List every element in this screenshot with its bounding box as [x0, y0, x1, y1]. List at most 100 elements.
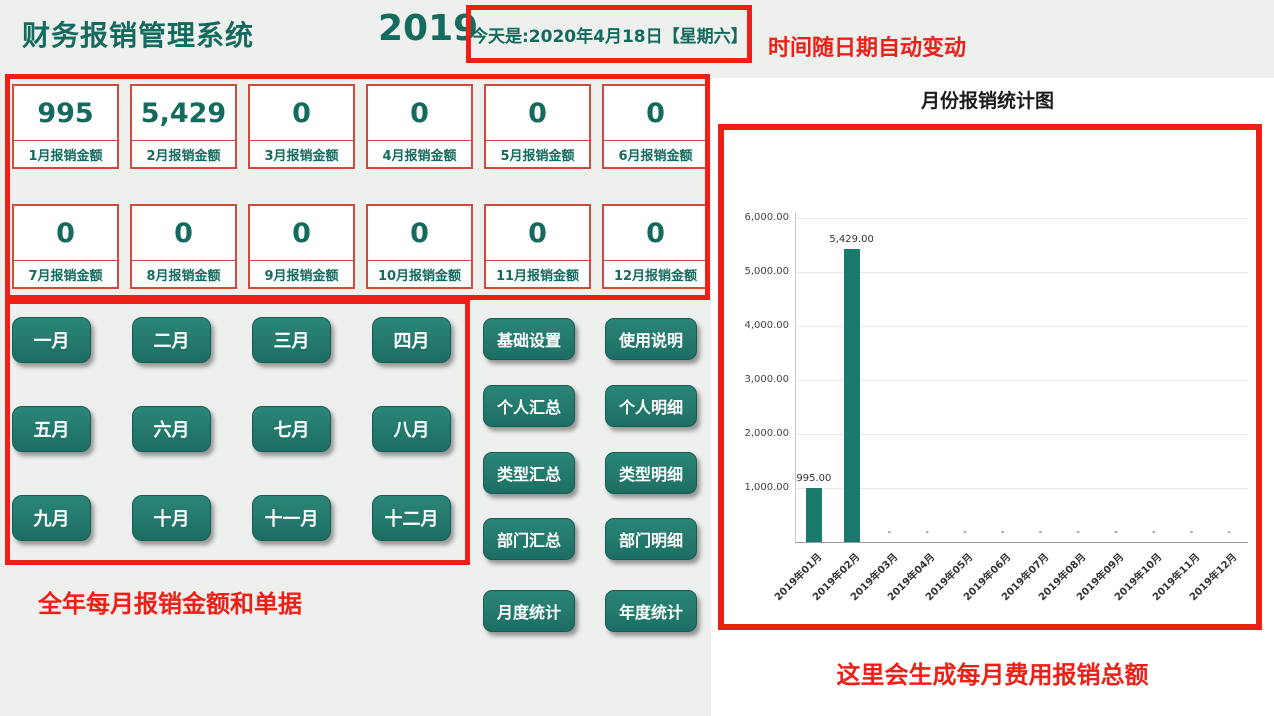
- app-title: 财务报销管理系统: [22, 19, 255, 52]
- stat-label: 5月报销金额: [500, 148, 575, 164]
- stat-card-divider: [14, 140, 117, 141]
- type-detail-button[interactable]: 类型明细: [605, 452, 697, 494]
- stat-value: 5,429: [140, 97, 227, 129]
- chart-panel: 月份报销统计图 1,000.00 2,000.00 3,000.00 4,000.00…: [711, 78, 1274, 716]
- month-button-jan[interactable]: 一月: [12, 317, 91, 363]
- bar-value-label: 995.00: [796, 473, 832, 485]
- stat-value: 0: [410, 97, 429, 129]
- department-detail-button[interactable]: 部门明细: [605, 518, 697, 560]
- stat-value: 0: [410, 217, 429, 249]
- stat-label: 9月报销金额: [264, 268, 339, 284]
- stat-card-divider: [486, 140, 589, 141]
- stat-value: 0: [292, 97, 311, 129]
- stat-card-month-12: 0 12月报销金额: [602, 204, 709, 289]
- bar-value-label: -: [1189, 527, 1194, 538]
- stat-card-month-2: 5,429 2月报销金额: [130, 84, 237, 169]
- current-date-text: 今天是:2020年4月18日【星期六】: [471, 26, 748, 47]
- stat-label: 8月报销金额: [146, 268, 221, 284]
- stat-card-divider: [604, 260, 707, 261]
- month-button-feb[interactable]: 二月: [132, 317, 211, 363]
- department-summary-button[interactable]: 部门汇总: [483, 518, 575, 560]
- annual-statistics-button[interactable]: 年度统计: [605, 590, 697, 632]
- stat-value: 0: [646, 217, 665, 249]
- stat-card-month-10: 0 10月报销金额: [366, 204, 473, 289]
- month-button-nov[interactable]: 十一月: [252, 495, 331, 541]
- month-button-jul[interactable]: 七月: [252, 406, 331, 452]
- stat-label: 1月报销金额: [28, 148, 103, 164]
- month-button-aug[interactable]: 八月: [372, 406, 451, 452]
- stat-card-month-8: 0 8月报销金额: [130, 204, 237, 289]
- usage-instructions-button[interactable]: 使用说明: [605, 318, 697, 360]
- date-annotation-note: 时间随日期自动变动: [768, 36, 967, 61]
- stat-card-divider: [486, 260, 589, 261]
- bar-value-label: -: [1227, 527, 1231, 538]
- bar-value-label: -: [1151, 527, 1156, 538]
- stat-value: 0: [528, 217, 547, 249]
- monthly-reimbursement-bar-chart: 1,000.00 2,000.00 3,000.00 4,000.00 5,000.00…: [724, 130, 1256, 624]
- chart-title: 月份报销统计图: [920, 90, 1054, 112]
- stat-label: 12月报销金额: [613, 268, 698, 284]
- month-button-dec[interactable]: 十二月: [372, 495, 451, 541]
- y-axis-tick-label: 1,000.00: [744, 482, 789, 493]
- x-axis-line: [795, 542, 1248, 543]
- stat-card-month-11: 0 11月报销金额: [484, 204, 591, 289]
- bar-value-label: -: [1114, 527, 1118, 538]
- y-axis-tick-label: 6,000.00: [744, 212, 789, 223]
- stat-label: 7月报销金额: [28, 268, 103, 284]
- stat-card-month-5: 0 5月报销金额: [484, 84, 591, 169]
- y-axis-line: [795, 212, 796, 542]
- bar-value-label: -: [1000, 527, 1005, 538]
- stat-card-divider: [132, 140, 235, 141]
- y-axis-tick-label: 2,000.00: [744, 428, 789, 439]
- stat-value: 0: [56, 217, 75, 249]
- stat-label: 4月报销金额: [382, 148, 457, 164]
- month-sheet-buttons: 一月 二月 三月 四月五月 六月 七月 八月九月 十月 十一月 十二月: [12, 317, 451, 541]
- stat-label: 3月报销金额: [264, 148, 339, 164]
- bar-2019年02月: [843, 248, 860, 542]
- y-axis-tick-label: 4,000.00: [744, 320, 789, 331]
- bar-value-label: 5,429.00: [829, 233, 874, 245]
- stat-card-divider: [250, 140, 353, 141]
- stat-card-month-1: 995 1月报销金额: [12, 84, 119, 169]
- chart-gridline: [795, 272, 1248, 273]
- personal-detail-button[interactable]: 个人明细: [605, 385, 697, 427]
- month-button-sep[interactable]: 九月: [12, 495, 91, 541]
- date-annotation-rect: 今天是:2020年4月18日【星期六】: [466, 5, 752, 63]
- stat-card-divider: [14, 260, 117, 261]
- stat-label: 11月报销金额: [495, 268, 580, 284]
- basic-settings-button[interactable]: 基础设置: [483, 318, 575, 360]
- y-axis-tick-label: 5,000.00: [744, 266, 789, 277]
- month-button-oct[interactable]: 十月: [132, 495, 211, 541]
- type-summary-button[interactable]: 类型汇总: [483, 452, 575, 494]
- y-axis-tick-label: 3,000.00: [744, 374, 789, 385]
- stat-card-divider: [250, 260, 353, 261]
- stat-value: 0: [646, 97, 665, 129]
- stat-card-divider: [132, 260, 235, 261]
- stat-value: 0: [174, 217, 193, 249]
- year-label: 2019: [378, 8, 479, 49]
- stat-value: 0: [292, 217, 311, 249]
- monthly-statistics-button[interactable]: 月度统计: [483, 590, 575, 632]
- stat-value: 0: [528, 97, 547, 129]
- stat-label: 6月报销金额: [618, 148, 693, 164]
- month-button-apr[interactable]: 四月: [372, 317, 451, 363]
- stat-card-divider: [368, 140, 471, 141]
- stat-card-month-4: 0 4月报销金额: [366, 84, 473, 169]
- month-button-may[interactable]: 五月: [12, 406, 91, 452]
- bar-2019年01月: [805, 488, 822, 542]
- stat-card-month-9: 0 9月报销金额: [248, 204, 355, 289]
- month-button-jun[interactable]: 六月: [132, 406, 211, 452]
- month-button-mar[interactable]: 三月: [252, 317, 331, 363]
- chart-annotation-note: 这里会生成每月费用报销总额: [836, 661, 1149, 689]
- bar-value-label: -: [925, 527, 929, 538]
- stat-card-divider: [604, 140, 707, 141]
- bar-value-label: -: [1038, 527, 1043, 538]
- stat-card-month-7: 0 7月报销金额: [12, 204, 119, 289]
- monthly-amount-cards: 995 1月报销金额 5,429 2月报销金额 0 3月报销金额 0 4月报销金额 0 5月报销金…: [12, 84, 709, 289]
- function-buttons: 基础设置个人汇总类型汇总部门汇总月度统计 使用说明个人明细类型明细部门明细年度统计: [483, 318, 697, 648]
- personal-summary-button[interactable]: 个人汇总: [483, 385, 575, 427]
- chart-gridline: [795, 218, 1248, 219]
- chart-gridline: [795, 434, 1248, 435]
- bar-value-label: -: [887, 527, 892, 538]
- stat-card-divider: [368, 260, 471, 261]
